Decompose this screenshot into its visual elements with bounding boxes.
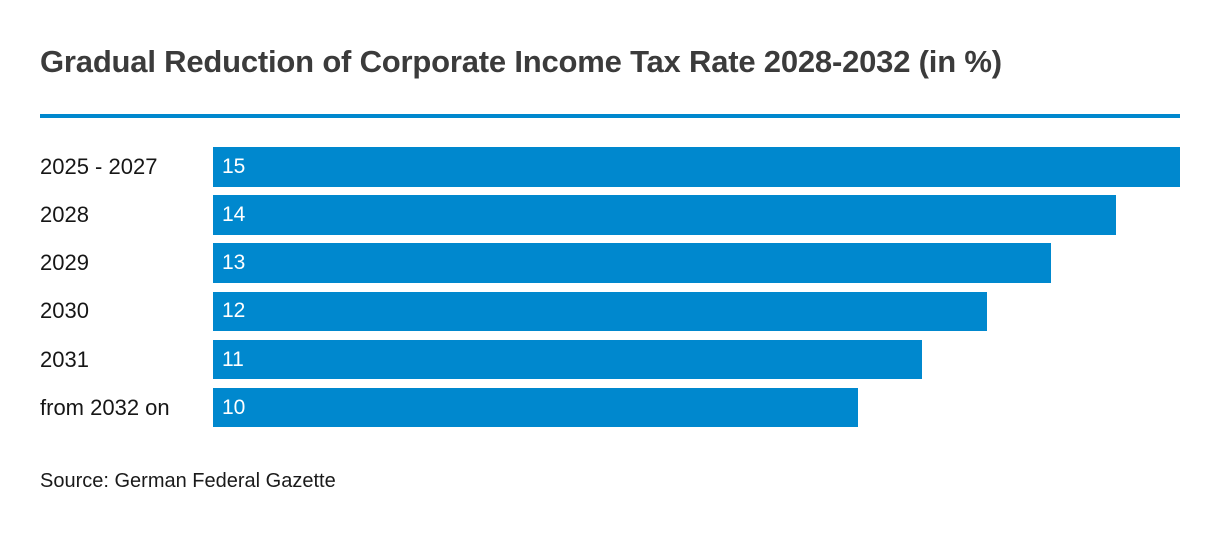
- category-label: 2029: [40, 250, 89, 276]
- chart-row: 2031 11: [40, 339, 1180, 380]
- category-label: 2030: [40, 298, 89, 324]
- bar-track: 12: [213, 291, 1180, 332]
- bar-value-label: 15: [222, 154, 246, 178]
- chart-row: 2025 - 2027 15: [40, 147, 1180, 187]
- chart-title: Gradual Reduction of Corporate Income Ta…: [40, 44, 1002, 79]
- chart-row: 2028 14: [40, 195, 1180, 235]
- bar-track: 14: [213, 195, 1180, 235]
- bar: 11: [213, 339, 923, 380]
- category-label: 2031: [40, 346, 89, 372]
- bar-value-label: 11: [222, 347, 244, 371]
- bar-value-label: 12: [222, 299, 246, 323]
- bar-chart: 2025 - 2027 15 2028 14 2029 13 2030 12 2031 11 fro…: [40, 147, 1180, 436]
- bar-track: 11: [213, 339, 1180, 380]
- category-label: 2025 - 2027: [40, 153, 158, 179]
- bar: 12: [213, 291, 987, 332]
- chart-row: from 2032 on 10: [40, 387, 1180, 428]
- bar-track: 10: [213, 387, 1180, 428]
- source-note: Source: German Federal Gazette: [40, 470, 336, 492]
- bar: 13: [213, 243, 1052, 283]
- category-label: from 2032 on: [40, 394, 170, 420]
- category-label: 2028: [40, 201, 89, 227]
- bar-track: 13: [213, 243, 1180, 283]
- title-divider-rule: [40, 114, 1180, 118]
- bar-track: 15: [213, 147, 1180, 187]
- chart-row: 2030 12: [40, 291, 1180, 332]
- bar-value-label: 14: [222, 202, 246, 226]
- bar-value-label: 13: [222, 251, 246, 275]
- bar: 15: [213, 147, 1180, 187]
- bar-value-label: 10: [222, 395, 246, 419]
- bar: 14: [213, 195, 1116, 235]
- bar: 10: [213, 387, 858, 428]
- chart-row: 2029 13: [40, 243, 1180, 283]
